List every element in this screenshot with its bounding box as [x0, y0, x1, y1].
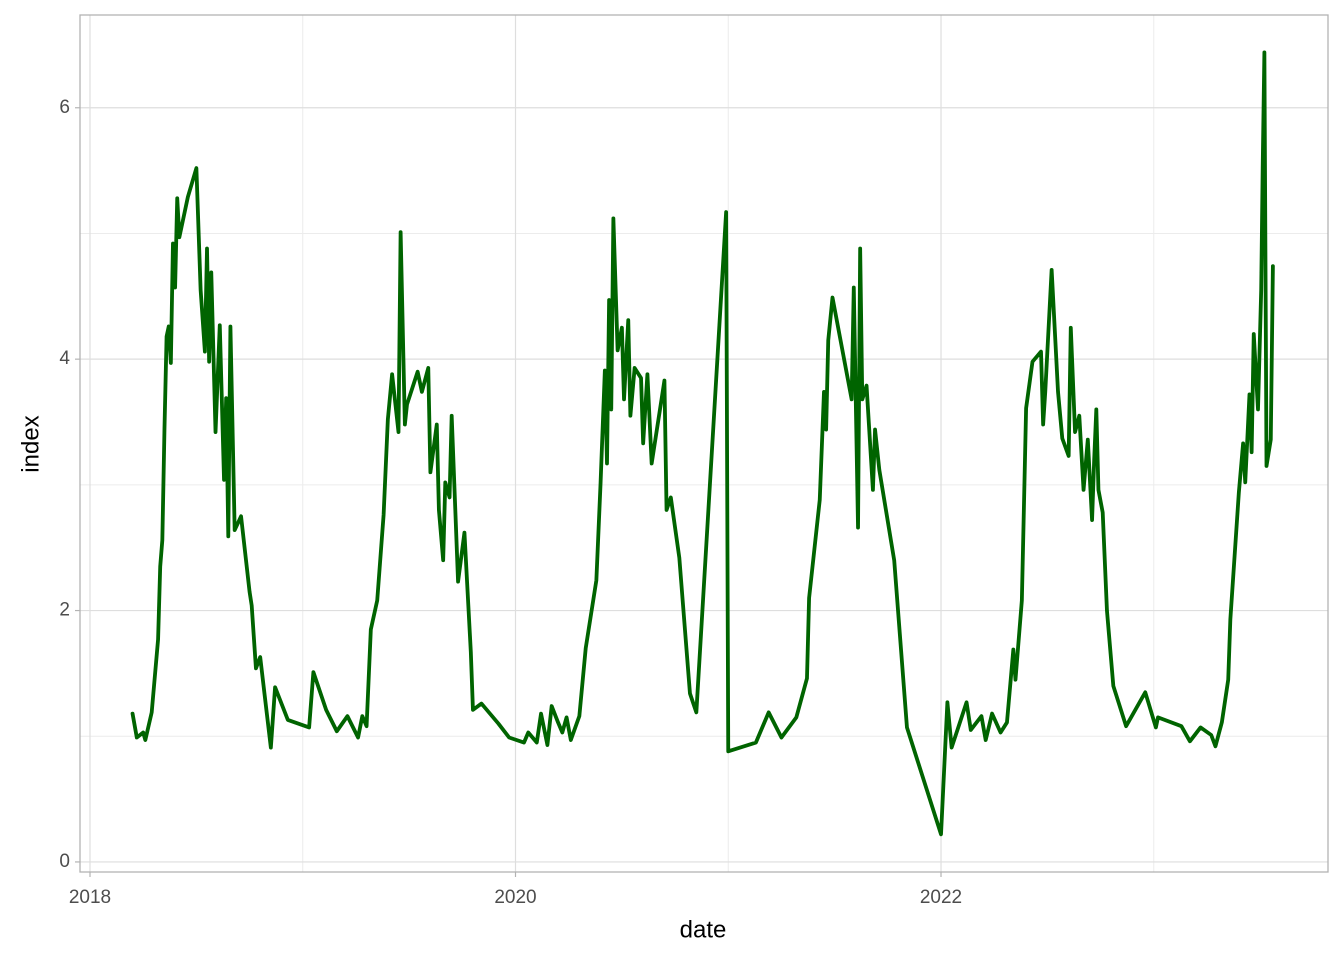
x-tick-label: 2020	[494, 887, 536, 908]
panel-border	[79, 14, 1329, 873]
x-axis-title: date	[680, 916, 727, 943]
y-tick-label: 2	[59, 600, 70, 621]
x-tick-label: 2022	[920, 887, 962, 908]
y-axis-title: index	[17, 415, 44, 472]
x-tick-label: 2018	[69, 887, 111, 908]
y-tick-label: 6	[59, 97, 70, 118]
y-tick-label: 4	[59, 348, 70, 369]
y-tick-label: 0	[59, 851, 70, 872]
data-line	[130, 50, 1275, 837]
